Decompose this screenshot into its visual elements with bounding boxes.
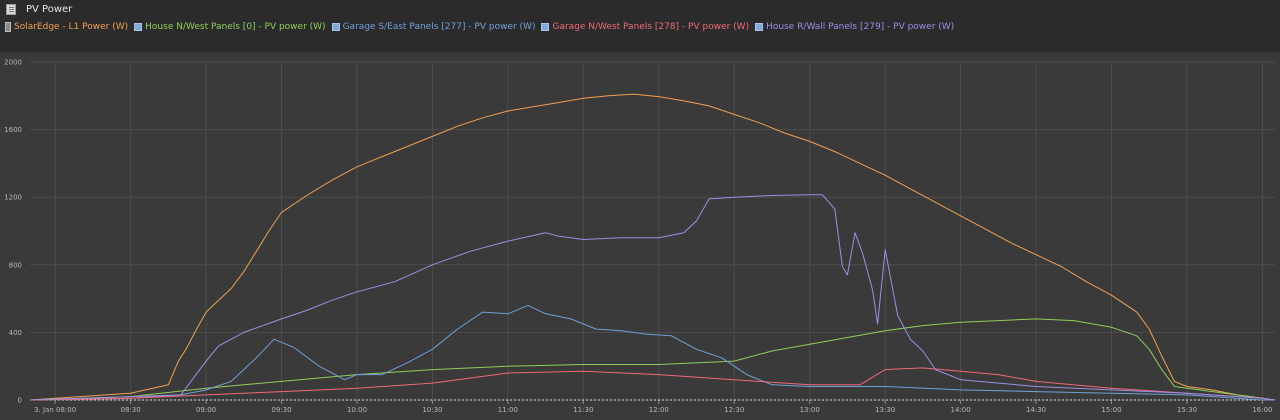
legend-bar: SolarEdge - L1 Power (W) House N/West Pa… xyxy=(0,20,1280,52)
x-tick-label: 15:30 xyxy=(1177,406,1197,414)
x-tick-label: 13:00 xyxy=(800,406,820,414)
panel-title: PV Power xyxy=(26,4,73,15)
x-tick-label: 11:30 xyxy=(573,406,593,414)
x-tick-label: 10:00 xyxy=(347,406,367,414)
legend-label: SolarEdge - L1 Power (W) xyxy=(14,22,129,32)
legend-item-garage-se[interactable]: Garage S/East Panels [277] - PV power (W… xyxy=(331,22,536,32)
y-tick-label: 800 xyxy=(9,261,22,269)
plot-area xyxy=(30,56,1279,400)
x-tick-label: 09:30 xyxy=(271,406,291,414)
x-tick-label: 3. Jan 08:00 xyxy=(34,406,76,414)
series-line-1 xyxy=(29,318,1276,401)
x-tick-label: 12:30 xyxy=(724,406,744,414)
panel-icon xyxy=(755,23,764,31)
x-tick-label: 10:30 xyxy=(422,406,442,414)
x-tick-label: 14:00 xyxy=(951,406,971,414)
x-tick-label: 12:00 xyxy=(649,406,669,414)
legend-label: House N/West Panels [0] - PV power (W) xyxy=(145,22,326,32)
panel-icon[interactable] xyxy=(6,4,16,15)
x-tick-label: 09:00 xyxy=(196,406,216,414)
x-tick-label: 08:30 xyxy=(121,406,141,414)
legend-item-house-nw[interactable]: House N/West Panels [0] - PV power (W) xyxy=(134,22,326,32)
pv-power-chart[interactable]: 0 400 800 1200 1600 2000 3. Jan 08:00 08:30 09:0… xyxy=(0,52,1280,420)
panel-icon xyxy=(541,23,550,31)
panel-icon xyxy=(331,23,340,31)
series-line-3 xyxy=(29,367,1276,401)
x-tick-label: 15:00 xyxy=(1101,406,1121,414)
battery-icon xyxy=(5,22,11,32)
y-tick-label: 1600 xyxy=(4,126,22,134)
x-tick-label: 14:30 xyxy=(1026,406,1046,414)
panel-icon xyxy=(134,23,143,31)
series-line-2 xyxy=(29,304,1275,401)
legend-item-solaredge[interactable]: SolarEdge - L1 Power (W) xyxy=(5,22,128,32)
x-tick-label: 13:30 xyxy=(875,406,895,414)
series-line-0 xyxy=(29,93,1276,401)
legend: SolarEdge - L1 Power (W) House N/West Pa… xyxy=(5,22,954,32)
legend-item-garage-nw[interactable]: Garage N/West Panels [278] - PV power (W… xyxy=(541,22,749,32)
y-tick-label: 400 xyxy=(9,329,22,337)
x-tick-label: 16:00 xyxy=(1252,406,1272,414)
legend-label: Garage S/East Panels [277] - PV power (W… xyxy=(342,22,536,32)
series-line-4 xyxy=(29,194,1276,401)
y-tick-label: 0 xyxy=(18,397,22,405)
y-tick-label: 2000 xyxy=(4,59,22,67)
legend-item-house-rwall[interactable]: House R/Wall Panels [279] - PV power (W) xyxy=(755,22,954,32)
y-tick-label: 1200 xyxy=(4,194,22,202)
legend-label: House R/Wall Panels [279] - PV power (W) xyxy=(766,22,955,32)
x-tick-label: 11:00 xyxy=(498,406,518,414)
panel-header: PV Power xyxy=(0,0,1280,20)
legend-label: Garage N/West Panels [278] - PV power (W… xyxy=(552,22,750,32)
